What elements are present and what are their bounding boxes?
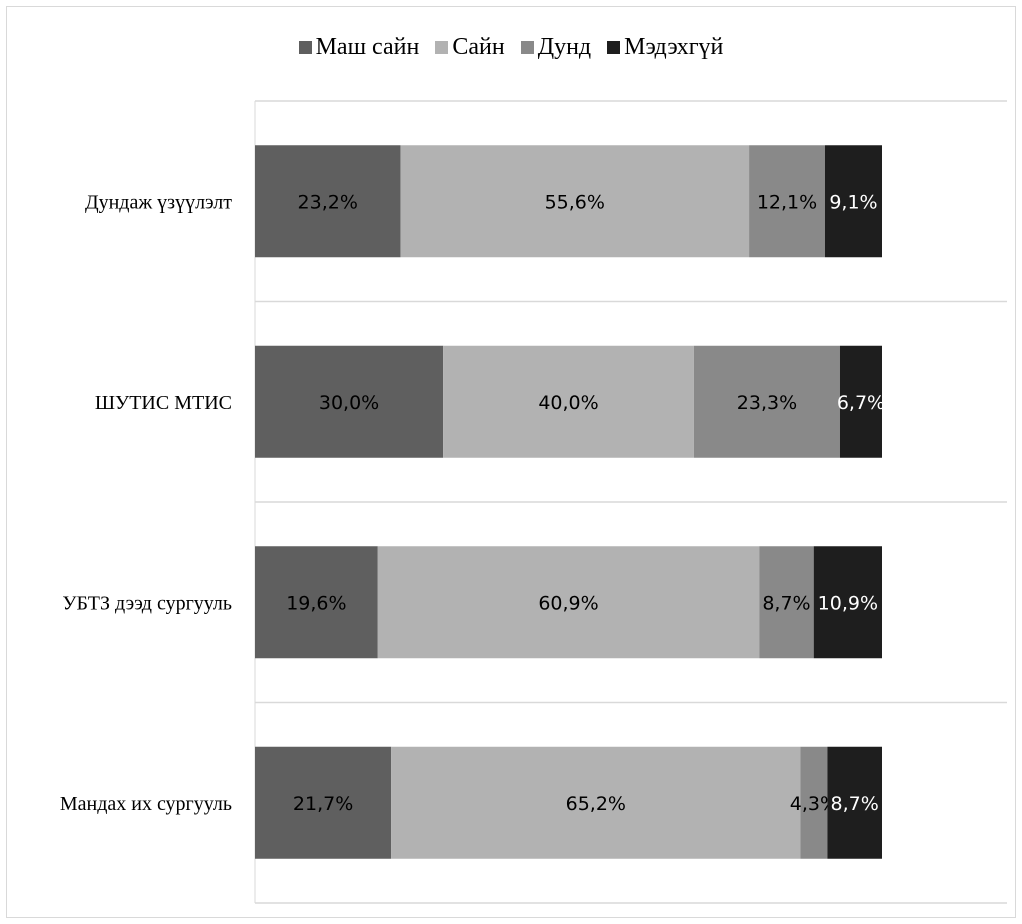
data-label: 10,9% — [818, 592, 878, 614]
chart-legend: Маш сайн Сайн Дунд Мэдэхгүй — [0, 34, 1022, 61]
bar-segment — [255, 345, 444, 458]
data-label: 60,9% — [538, 592, 598, 614]
data-label: 40,0% — [538, 392, 598, 414]
category-label: Дундаж үзүүлэлт — [85, 191, 232, 213]
data-label: 19,6% — [286, 592, 346, 614]
bar-segment — [255, 546, 378, 659]
bar-segment — [391, 746, 801, 859]
data-label: 30,0% — [319, 392, 379, 414]
category-label: ШУТИС МТИС — [95, 392, 232, 414]
legend-entry: Сайн — [435, 34, 505, 61]
legend-entry: Мэдэхгүй — [607, 34, 723, 61]
bar-segment — [255, 746, 392, 859]
legend-swatch — [298, 41, 312, 54]
bar-segment — [800, 746, 828, 859]
legend-label: Маш сайн — [315, 34, 420, 60]
data-label: 9,1% — [829, 191, 877, 213]
data-label: 8,7% — [762, 592, 810, 614]
bar-segment — [839, 345, 882, 458]
category-label: УБТЗ дээд сургууль — [62, 592, 232, 614]
legend-label: Сайн — [452, 34, 505, 60]
chart-frame — [6, 6, 1016, 918]
data-label: 55,6% — [545, 191, 605, 213]
legend-swatch — [520, 41, 534, 54]
bar-segment — [255, 145, 401, 258]
legend-swatch — [607, 41, 621, 54]
data-label: 6,7% — [837, 392, 885, 414]
data-label: 12,1% — [757, 191, 817, 213]
legend-entry: Маш сайн — [298, 34, 420, 61]
bar-segment — [813, 546, 882, 659]
data-label: 21,7% — [293, 793, 353, 815]
category-label: Мандах их сургууль — [60, 793, 232, 815]
data-label: 4,3% — [790, 793, 838, 815]
data-label: 23,3% — [737, 392, 797, 414]
bar-segment — [824, 145, 882, 258]
data-label: 23,2% — [298, 191, 358, 213]
data-label: 65,2% — [566, 793, 626, 815]
bar-segment — [749, 145, 825, 258]
bar-segment — [443, 345, 694, 458]
legend-swatch — [435, 41, 449, 54]
legend-entry: Дунд — [520, 34, 592, 61]
bar-segment — [377, 546, 760, 659]
bar-segment — [693, 345, 840, 458]
data-label: 8,7% — [831, 793, 879, 815]
bar-segment — [400, 145, 750, 258]
bar-segment — [759, 546, 814, 659]
legend-label: Дунд — [537, 34, 592, 60]
bar-segment — [827, 746, 882, 859]
legend-label: Мэдэхгүй — [624, 34, 724, 60]
